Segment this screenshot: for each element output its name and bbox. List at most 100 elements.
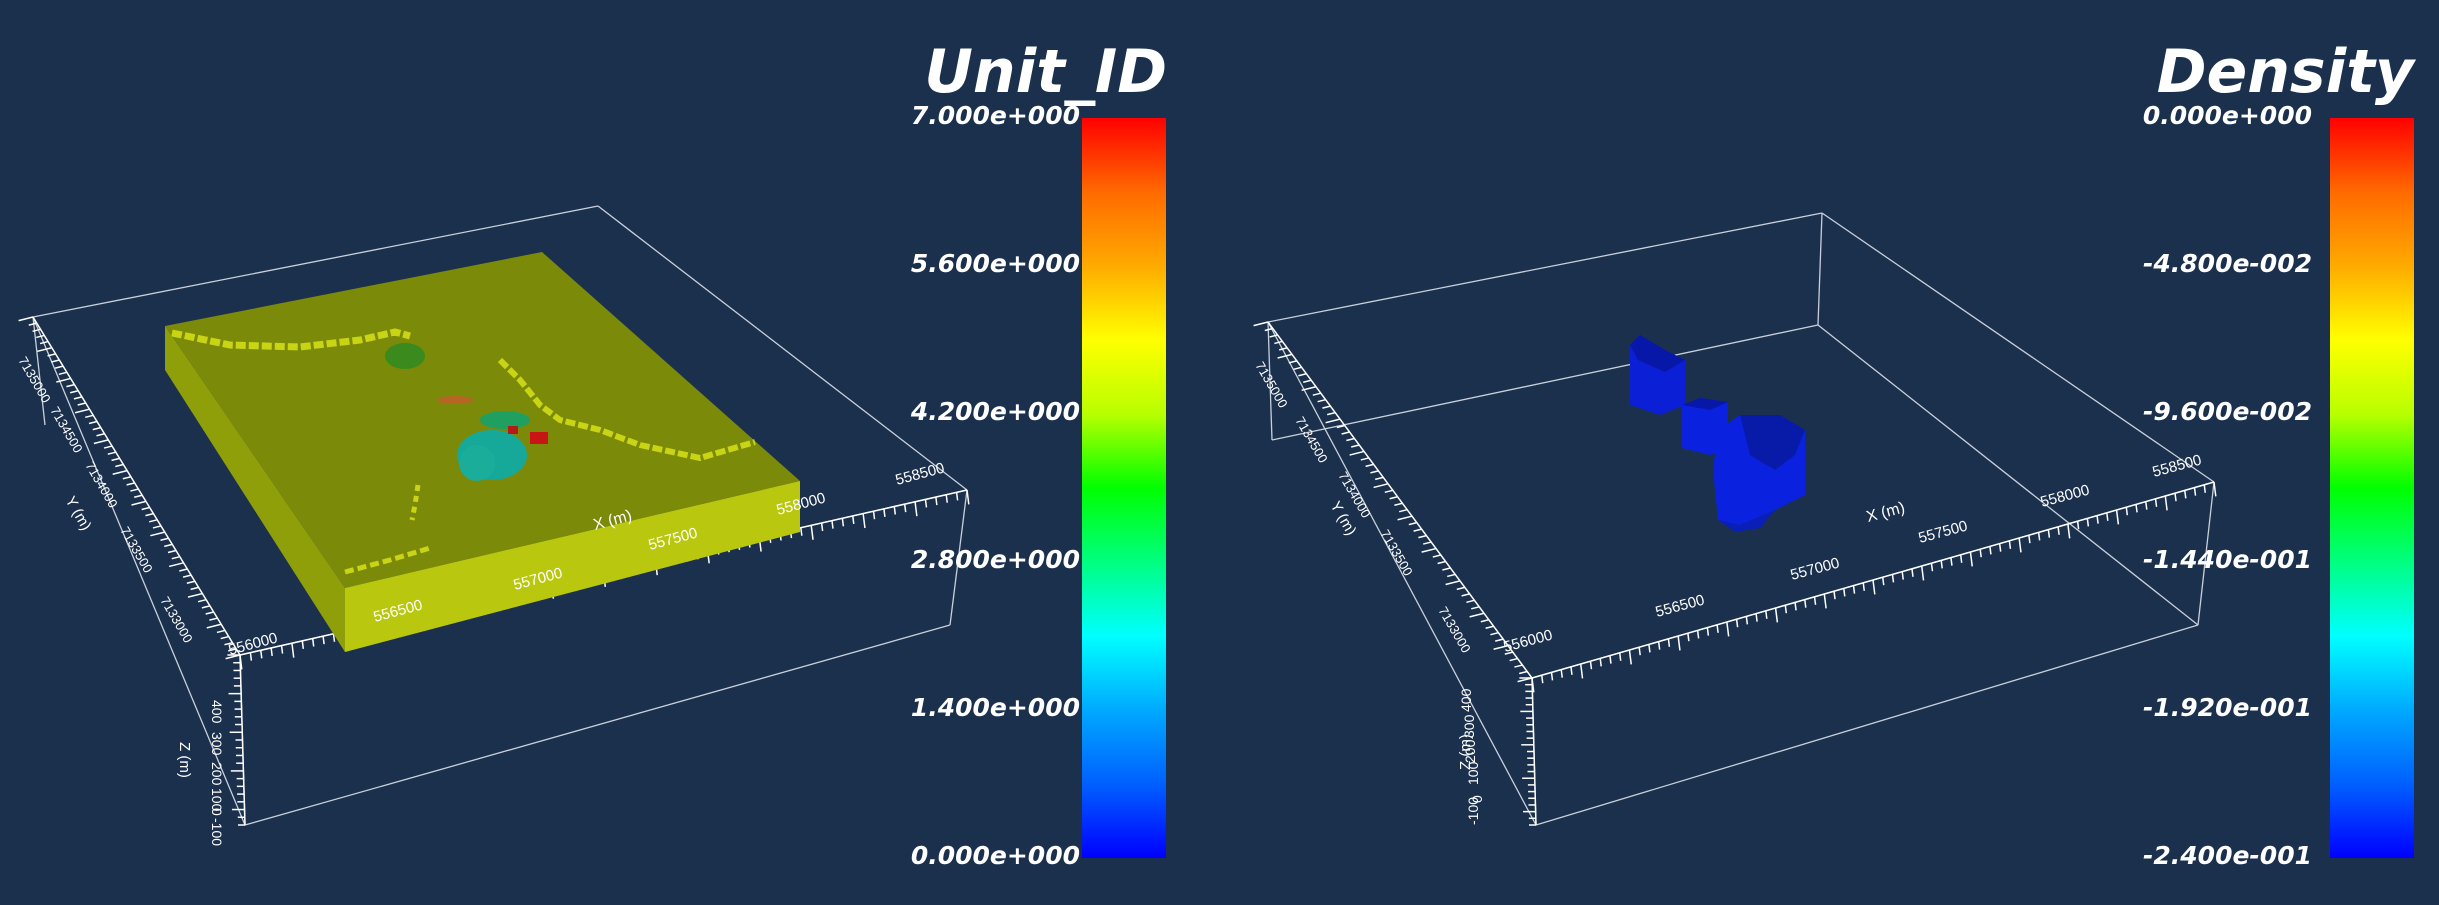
- colorbar-title: Density: [2156, 37, 2414, 107]
- axis-tick: [2008, 540, 2012, 549]
- colorbar-title: Unit_ID: [924, 37, 1167, 107]
- axis-tick: [1784, 605, 1788, 614]
- axis-tick: [1745, 616, 1749, 625]
- z-tick-label: 400: [1458, 688, 1474, 712]
- axis-tick: [1365, 463, 1374, 468]
- axis-tick: [862, 513, 866, 529]
- x-tick-label: 557500: [1917, 517, 1970, 546]
- axis-tick: [1696, 630, 1700, 639]
- axis-tick: [893, 506, 897, 515]
- axis-tick: [168, 562, 184, 568]
- axis-tick: [1765, 610, 1768, 619]
- anomaly-body-3-base: [1718, 510, 1775, 532]
- axis-tick: [841, 518, 845, 527]
- z-tick-label: 200: [1462, 739, 1478, 763]
- axis-tick: [85, 414, 94, 419]
- axis-tick: [1495, 638, 1504, 642]
- axis-tick: [179, 568, 188, 572]
- axis-tick: [107, 451, 116, 455]
- axis-tick: [1253, 321, 1269, 327]
- axis-tick: [1891, 574, 1895, 583]
- unit-green: [385, 343, 425, 369]
- axis-tick: [883, 508, 886, 517]
- axis-tick: [1413, 528, 1422, 532]
- axis-tick: [1804, 599, 1807, 608]
- axis-tick: [2057, 526, 2060, 535]
- axis-tick: [2164, 495, 2168, 511]
- axis-tick: [1447, 573, 1456, 578]
- axis-tick: [914, 501, 918, 517]
- axis-tick: [1823, 593, 1827, 609]
- axis-tick: [249, 652, 253, 661]
- axis-tick: [239, 654, 243, 670]
- unit-id-viewport[interactable]: 556000 556500 557000 557500 558000 55850…: [0, 0, 1220, 905]
- density-3d-scene[interactable]: 556000 556500 557000 557500 558000 55850…: [1220, 0, 2439, 905]
- axis-tick: [1550, 672, 1554, 681]
- axis-tick: [201, 605, 211, 609]
- axis-tick: [2067, 523, 2071, 539]
- x-tick-label: 556500: [1654, 591, 1707, 620]
- anomaly-body-3-top: [1740, 415, 1805, 470]
- colorbar-label: 2.800e+000: [910, 545, 1080, 574]
- x-axis-label: X (m): [1865, 499, 1907, 526]
- axis-tick: [1969, 551, 1973, 567]
- axis-tick: [1920, 565, 1925, 581]
- axis-tick: [280, 645, 284, 654]
- axis-tick: [1389, 496, 1398, 500]
- axis-tick: [130, 488, 139, 492]
- axis-tick: [186, 580, 196, 584]
- z-tick-label: 400: [209, 700, 225, 724]
- axis-tick: [145, 512, 154, 517]
- axis-tick: [2086, 518, 2090, 527]
- z-tick-label: 200: [209, 762, 225, 786]
- contact-line: [344, 545, 431, 575]
- colorbar-label: 0.000e+000: [2142, 101, 2312, 130]
- axis-tick: [1872, 579, 1876, 595]
- axis-tick: [36, 334, 45, 339]
- unit-teal-green: [480, 411, 530, 429]
- axis-tick: [167, 549, 177, 554]
- unit-id-3d-scene[interactable]: 556000 556500 557000 557500 558000 55850…: [0, 0, 1220, 905]
- axis-tick: [1687, 633, 1690, 642]
- axis-tick: [1437, 560, 1446, 565]
- axis-tick: [1442, 567, 1451, 571]
- density-viewport[interactable]: 556000 556500 557000 557500 558000 55850…: [1220, 0, 2439, 905]
- x-tick-label: 557000: [1789, 554, 1842, 583]
- colorbar-label: -1.920e-001: [2143, 693, 2312, 722]
- axis-tick: [37, 346, 53, 353]
- axis-tick: [872, 511, 876, 520]
- axis-tick: [58, 371, 68, 376]
- axis-tick: [1288, 360, 1297, 364]
- axis-tick: [1303, 379, 1312, 383]
- colorbar-label: 1.400e+000: [910, 693, 1080, 722]
- x-tick-label: 558000: [2039, 481, 2092, 510]
- unit-red: [530, 432, 548, 444]
- axis-tick: [190, 586, 199, 591]
- axis-tick: [1336, 424, 1345, 429]
- axis-tick: [1346, 437, 1355, 442]
- y-tick-label: 7133500: [117, 524, 155, 575]
- axis-tick: [1716, 624, 1719, 633]
- axis-tick: [1599, 658, 1602, 667]
- axis-tick: [115, 463, 124, 468]
- axis-tick: [77, 402, 86, 406]
- y-tick-label: 7134000: [82, 459, 120, 510]
- colorbar: [2330, 118, 2414, 858]
- axis-tick: [51, 359, 60, 363]
- colorbar-label: -9.600e-002: [2143, 397, 2312, 426]
- axis-tick: [831, 520, 834, 529]
- axis-tick: [1471, 606, 1480, 610]
- axis-tick: [1735, 619, 1739, 628]
- axis-tick: [28, 322, 37, 326]
- axis-tick: [197, 598, 207, 603]
- colorbar-label: -4.800e-002: [2143, 249, 2312, 278]
- x-tick-label: 558500: [894, 459, 947, 488]
- axis-tick: [1852, 585, 1856, 594]
- z-axis-label: Z (m): [176, 742, 193, 778]
- axis-tick: [32, 328, 41, 333]
- axis-tick: [131, 500, 147, 506]
- axis-tick: [54, 365, 64, 369]
- axis-tick: [112, 469, 128, 475]
- axis-tick: [955, 492, 959, 501]
- unit-cyan: [459, 445, 495, 481]
